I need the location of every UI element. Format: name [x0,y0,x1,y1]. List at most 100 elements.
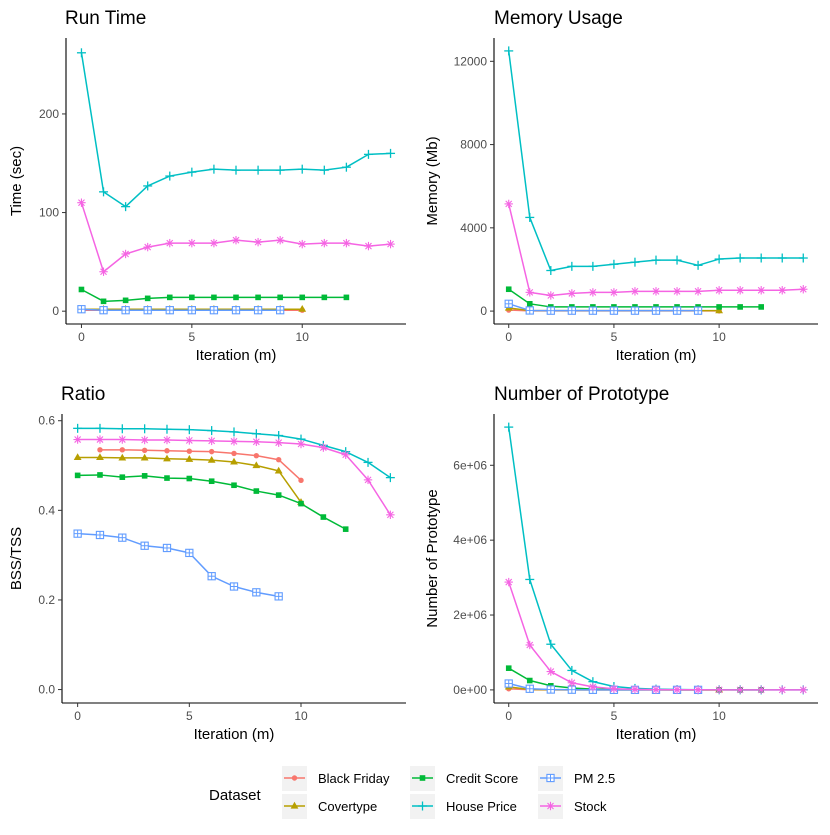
run-time-series-stock-point [143,242,152,252]
memory-usage-series-house-price-point [672,255,682,265]
memory-usage-x-tick-label: 10 [712,330,726,344]
run-time-series-house-price-point [76,48,86,58]
run-time-series-house-price-point [363,149,373,159]
ratio-series-black-friday-line [99,449,302,481]
memory-usage-series-pm-2-5-point [630,306,640,315]
run-time-x-tick-label: 10 [296,330,310,344]
number-of-prototype-series-pm-2-5-point [525,684,534,693]
run-time-series-pm-2-5-point [187,306,196,315]
ratio-x-tick-label: 10 [294,709,308,723]
ratio-series-pm-2-5 [73,529,283,601]
memory-usage-series-house-price-point [525,212,535,222]
number-of-prototype-series-pm-2-5-point [546,685,555,694]
number-of-prototype-series-stock-point [546,667,556,676]
run-time-series-pm-2-5-point [276,306,285,315]
memory-usage-x-tick-label: 0 [505,330,512,344]
run-time-series-pm-2-5-point [253,306,263,315]
ratio-series-house-price-point [95,423,105,433]
memory-usage-series-house-price-point [567,261,577,271]
memory-usage-series-stock [504,199,808,300]
number-of-prototype-series-house-price [504,422,808,695]
memory-usage-series-pm-2-5-point [504,299,513,308]
run-time-series-covertype-point [298,305,307,312]
ratio-title: Ratio [61,384,105,405]
run-time-series-stock [77,198,395,276]
run-time-series-pm-2-5-point [143,306,152,315]
number-of-prototype-series-house-price-point [504,422,514,432]
memory-usage-series-credit-score-point [716,304,722,310]
ratio-series-credit-score-point [253,488,260,494]
run-time-series-credit-score [78,286,350,305]
ratio-series-pm-2-5-point [274,592,283,601]
number-of-prototype-series-stock-point [714,685,724,695]
number-of-prototype-series-stock-point [756,685,766,695]
legend-key-marker [546,773,555,783]
memory-usage-series-stock-point [778,286,787,295]
memory-usage-series-house-price-point [504,46,514,56]
legend-label: Stock [574,799,607,814]
ratio-series-covertype-point [252,461,261,469]
ratio-series-credit-score-point [231,482,237,489]
run-time-series-pm-2-5 [77,305,285,315]
number-of-prototype-series-stock-point [799,685,808,695]
run-time-series-credit-score-point [343,294,350,301]
run-time-series-pm-2-5-point [165,306,174,315]
ratio-series-stock-point [363,475,373,485]
legend-title: Dataset [209,787,262,804]
legend-item-stock: Stock [538,794,607,819]
memory-usage-series-stock-point [714,286,724,295]
memory-usage-series-stock-point [799,285,808,294]
run-time-series-pm-2-5-line [81,308,281,311]
legend-label: Covertype [318,799,377,814]
number-of-prototype-series-stock-point [693,685,703,694]
number-of-prototype-y-tick-label: 0e+00 [453,683,487,697]
run-time-series-house-price-point [297,164,307,174]
memory-usage-series-stock-point [546,291,556,300]
memory-usage-series-covertype-point [715,306,724,314]
ratio-series-covertype-point [207,455,216,463]
run-time-series-stock-point [77,198,86,207]
ratio-series-credit-score-point [298,500,304,507]
run-time-series-house-price-point [143,181,153,191]
memory-usage-series-stock-point [567,289,577,298]
legend-item-credit-score: Credit Score [410,766,518,791]
memory-usage-series-credit-score-point [505,286,512,293]
ratio-panel: Ratio 0 5 10 0.0 0.2 0.4 0.6 Iteration (m) BSS/TS… [8,384,406,743]
memory-usage-series-pm-2-5-point [588,306,598,315]
number-of-prototype-title: Number of Prototype [494,384,669,405]
number-of-prototype-series-stock-point [672,685,682,694]
number-of-prototype-y-tick-label: 6e+06 [453,458,487,472]
memory-usage-series-house-price-point [714,254,724,264]
memory-usage-y-tick-label: 4000 [460,221,487,235]
number-of-prototype-series-stock-point [651,685,661,694]
run-time-series-stock-point [275,235,285,245]
number-of-prototype-series-stock-point [567,678,577,687]
ratio-series-stock-point [252,437,261,446]
ratio-series-covertype-point [96,453,104,461]
memory-usage-series-stock-point [630,287,640,296]
number-of-prototype-series-stock-point [588,682,598,692]
run-time-series-stock-point [298,239,307,249]
ratio-series-stock-point [140,435,149,445]
memory-usage-series-pm-2-5 [504,299,703,315]
legend-key-marker [291,775,298,781]
legend: Dataset Black Friday Covertype Credit Score… [209,766,615,819]
legend-label: PM 2.5 [574,771,615,786]
legend-item-black-friday: Black Friday [282,766,390,791]
run-time-series-house-price-point [231,165,241,175]
run-time-series-house-price-point [99,187,109,197]
ratio-y-axis-title: BSS/TSS [8,527,25,590]
run-time-series-credit-score-point [277,294,283,301]
number-of-prototype-x-tick-label: 10 [712,709,726,723]
ratio-series-covertype-point [185,455,194,462]
run-time-series-stock-point [320,238,329,248]
number-of-prototype-y-tick-label: 2e+06 [453,608,487,622]
memory-usage-series-stock-point [609,288,619,297]
memory-usage-series-house-price-point [651,255,661,265]
ratio-series-house-price-point [207,426,217,436]
ratio-series-covertype-point [73,453,82,461]
ratio-series-pm-2-5-point [185,548,194,558]
ratio-series-covertype-point [140,453,149,461]
run-time-series-house-price-point [165,171,175,181]
